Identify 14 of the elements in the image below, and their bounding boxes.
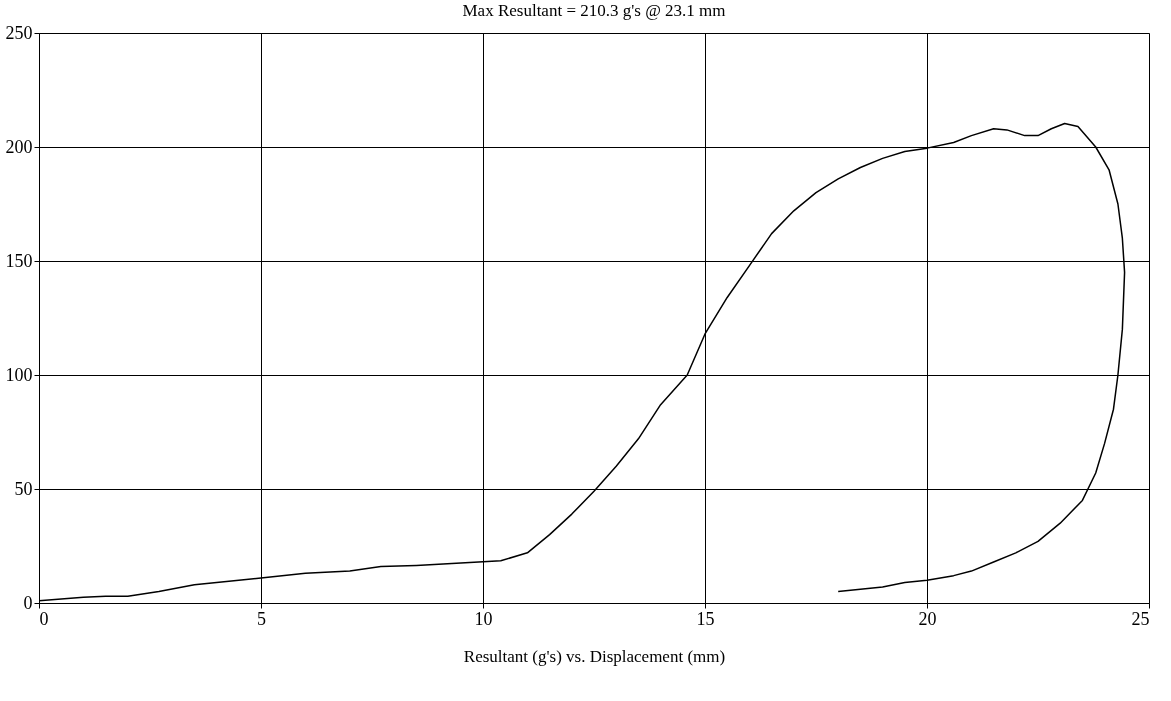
x-tick-label: 20	[918, 608, 937, 629]
x-tick-label: 5	[257, 608, 266, 629]
chart-title: Max Resultant = 210.3 g's @ 23.1 mm	[462, 1, 726, 20]
y-tick-label: 150	[5, 250, 33, 271]
y-tick-label: 200	[5, 136, 33, 157]
x-tick-label: 25	[1131, 608, 1150, 629]
x-tick-label: 15	[696, 608, 715, 629]
x-axis-title: Resultant (g's) vs. Displacement (mm)	[463, 646, 726, 666]
y-tick-label: 50	[14, 478, 33, 499]
y-tick-label: 100	[5, 364, 33, 385]
y-tick-label: 250	[5, 22, 33, 43]
x-tick-label: 10	[474, 608, 493, 629]
x-tick-label: 0	[39, 608, 49, 629]
y-tick-label: 0	[23, 592, 33, 613]
